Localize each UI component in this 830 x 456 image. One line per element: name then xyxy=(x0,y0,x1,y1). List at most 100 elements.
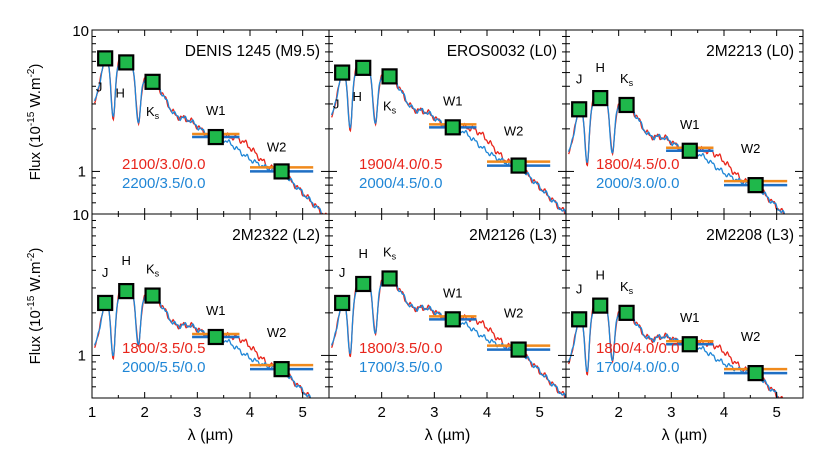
band-label-ks: Ks xyxy=(383,98,397,115)
panel-1: 10 1 Flux (10-15 W.m-2) DENIS 1245 (M9.5) J H… xyxy=(26,23,330,215)
model-label-blue: 2200/3.5/0.0 xyxy=(122,175,205,192)
band-label-w2: W2 xyxy=(741,329,761,344)
x-tick-label: 3 xyxy=(193,404,201,421)
panel-title: DENIS 1245 (M9.5) xyxy=(185,43,320,60)
photometry-point-1 xyxy=(571,311,588,328)
x-tick-label: 4 xyxy=(483,404,491,421)
panel-5: 2 3 4 5 λ (µm) 2M2126 (L3) JH Ks W1 W2 1800/3.5/0.… xyxy=(328,213,567,444)
photometry-point-3 xyxy=(381,68,398,85)
photometry-point-4 xyxy=(444,119,461,136)
x-tick-label: 4 xyxy=(720,404,728,421)
band-label-ks-subscript: s xyxy=(629,286,634,296)
photometry-point-4 xyxy=(444,311,461,328)
model-label-red: 1900/4.0/0.5 xyxy=(359,156,442,173)
band-label-j: J xyxy=(576,71,583,86)
y-axis-label-part: -15 xyxy=(26,295,37,310)
x-tick-label: 2 xyxy=(614,404,622,421)
panel-title: EROS0032 (L0) xyxy=(447,43,557,60)
band-label-h: H xyxy=(122,253,131,268)
band-label-w1: W1 xyxy=(443,285,463,300)
model-label-red: 1800/3.5/0.5 xyxy=(122,340,205,357)
photometry-point-5 xyxy=(273,361,290,378)
x-tick-label: 4 xyxy=(246,404,254,421)
photometry-point-2 xyxy=(118,282,135,300)
y-axis-label-part: -2 xyxy=(26,68,37,77)
y-axis-label-part: ) xyxy=(27,248,44,253)
model-label-red: 1800/3.5/0.0 xyxy=(359,340,442,357)
y-axis-label-part: -15 xyxy=(26,111,37,126)
photometry-point-5 xyxy=(510,157,527,174)
band-label-ks: Ks xyxy=(620,279,634,296)
band-label-w1: W1 xyxy=(206,103,226,118)
photometry-point-1 xyxy=(334,64,351,81)
band-label-j: J xyxy=(96,79,103,94)
photometry-point-1 xyxy=(571,101,588,118)
y-axis-label-part: -2 xyxy=(26,252,37,261)
photometry-point-5 xyxy=(273,163,290,180)
band-label-w1: W1 xyxy=(206,303,226,318)
x-tick-label: 1 xyxy=(88,404,96,421)
photometry-point-5 xyxy=(747,364,764,382)
x-tick-label: 3 xyxy=(667,404,675,421)
photometry-point-4 xyxy=(207,328,224,346)
model-label-red: 1800/4.0/0.0 xyxy=(596,340,679,357)
y-axis-label-part: W.m xyxy=(27,78,44,112)
band-label-ks-subscript: s xyxy=(392,105,397,115)
band-label-w2: W2 xyxy=(504,124,524,139)
band-label-j: J xyxy=(339,265,346,280)
band-label-ks: Ks xyxy=(383,244,397,261)
panel-title: 2M2208 (L3) xyxy=(706,227,794,244)
panel-frame xyxy=(565,213,804,399)
photometry-point-3 xyxy=(618,96,635,114)
photometry-point-3 xyxy=(381,270,398,287)
y-axis-label-part: Flux (10 xyxy=(27,310,44,364)
band-label-ks: Ks xyxy=(146,262,160,279)
panel-4: 1 2 3 4 5 λ (µm) 10 1 Flux (10-15 W.m-2) 2M2322 (… xyxy=(26,207,330,444)
band-label-ks-subscript: s xyxy=(392,251,397,261)
photometry-point-1 xyxy=(334,294,351,312)
panel-2: EROS0032 (L0) JH Ks W1 W2 1900/4.0/0.5 2000/4.… xyxy=(328,29,567,215)
photometry-point-1 xyxy=(97,50,114,67)
photometry-point-4 xyxy=(681,142,698,159)
band-label-ks-subscript: s xyxy=(155,111,160,121)
y-tick-label: 1 xyxy=(78,347,86,364)
band-label-ks-subscript: s xyxy=(155,269,160,279)
band-label-h: H xyxy=(359,246,368,261)
x-axis-label: λ (µm) xyxy=(425,427,471,444)
photometry-point-2 xyxy=(355,59,372,76)
panel-3: 2M2213 (L0) JH Ks W1 W2 1800/4.5/0.0 2000/3.0/… xyxy=(565,29,804,215)
photometry-point-3 xyxy=(618,304,635,321)
x-tick-label: 2 xyxy=(140,404,148,421)
band-label-ks: Ks xyxy=(620,71,634,88)
model-label-blue: 2000/3.0/0.0 xyxy=(596,175,679,192)
band-label-j: J xyxy=(333,97,340,112)
photometry-point-5 xyxy=(747,177,764,194)
y-axis-label-part: Flux (10 xyxy=(27,126,44,180)
y-tick-label: 10 xyxy=(72,207,89,224)
panel-title: 2M2126 (L3) xyxy=(469,227,557,244)
photometry-point-4 xyxy=(681,336,698,353)
y-axis-label-part: ) xyxy=(27,64,44,69)
photometry-point-3 xyxy=(144,287,161,304)
band-label-ks: Ks xyxy=(146,104,160,121)
model-label-blue: 2000/4.5/0.0 xyxy=(359,175,442,192)
x-tick-label: 3 xyxy=(430,404,438,421)
y-axis-label-part: W.m xyxy=(27,262,44,296)
band-label-h: H xyxy=(353,89,362,104)
band-label-w2: W2 xyxy=(504,306,524,321)
band-label-w1: W1 xyxy=(443,93,463,108)
band-label-w2: W2 xyxy=(267,139,287,154)
x-axis-label: λ (µm) xyxy=(662,427,708,444)
photometry-point-2 xyxy=(355,275,372,293)
band-label-w2: W2 xyxy=(741,141,761,156)
panel-6: 2 3 4 5 λ (µm) 2M2208 (L3) JH Ks W1 W2 1800/4.0/0.… xyxy=(565,213,804,444)
x-axis-label: λ (µm) xyxy=(188,427,234,444)
model-label-red: 1800/4.5/0.0 xyxy=(596,156,679,173)
model-label-blue: 1700/3.5/0.0 xyxy=(359,359,442,376)
x-tick-label: 5 xyxy=(772,404,780,421)
model-spectrum-red xyxy=(331,64,566,214)
panel-title: 2M2213 (L0) xyxy=(706,43,794,60)
model-label-red: 2100/3.0/0.0 xyxy=(122,156,205,173)
model-label-blue: 2000/5.5/0.0 xyxy=(122,359,205,376)
